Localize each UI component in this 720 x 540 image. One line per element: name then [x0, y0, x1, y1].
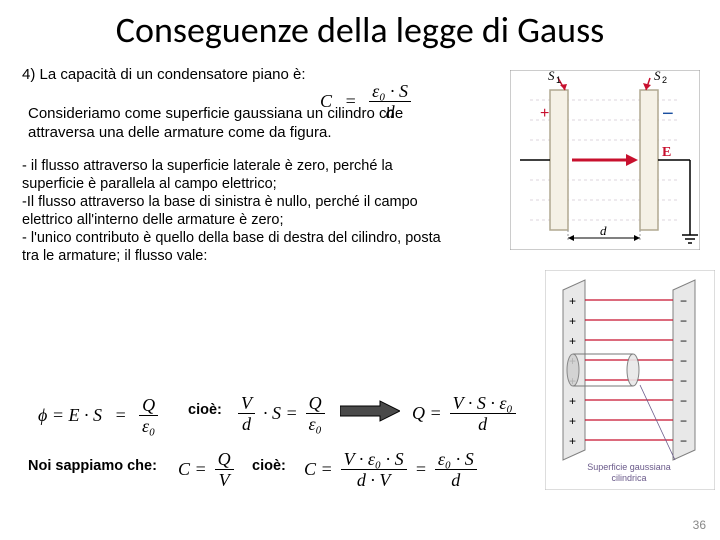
svg-text:2: 2 — [662, 75, 667, 85]
svg-text:−: − — [662, 103, 674, 125]
gaussian-cylinder-diagram: +++ +++ ++ −−− −−− −− Superficie gaussia… — [545, 270, 715, 490]
svg-text:S: S — [654, 70, 661, 83]
arrow-icon — [340, 400, 400, 422]
equation-mid-1: Vd · S = Qε₀ — [238, 394, 325, 433]
svg-text:Superficie gaussiana: Superficie gaussiana — [587, 462, 671, 472]
svg-text:−: − — [680, 414, 687, 428]
bullet-list: - il flusso attraverso la superficie lat… — [22, 157, 442, 266]
svg-text:+: + — [569, 314, 576, 328]
capacitor-diagram: S1 S2 + − E d — [510, 70, 700, 250]
svg-text:d: d — [600, 223, 607, 238]
svg-text:−: − — [680, 314, 687, 328]
cioe-label-1: cioè: — [188, 402, 222, 418]
svg-text:−: − — [680, 354, 687, 368]
svg-text:+: + — [540, 105, 549, 122]
svg-text:S: S — [548, 70, 555, 83]
cioe-label-2: cioè: — [252, 458, 286, 474]
equation-final: C = V · ε₀ · Sd · V = ε₀ · Sd — [304, 450, 477, 489]
page-number: 36 — [693, 518, 706, 532]
equation-c-qv: C = QV — [178, 450, 234, 489]
svg-text:1: 1 — [556, 75, 561, 85]
svg-text:+: + — [569, 414, 576, 428]
svg-text:−: − — [680, 334, 687, 348]
noi-label: Noi sappiamo che: — [28, 458, 157, 474]
svg-text:+: + — [569, 294, 576, 308]
svg-text:E: E — [662, 145, 671, 160]
svg-text:−: − — [680, 374, 687, 388]
slide-title: Conseguenze della legge di Gauss — [0, 0, 720, 52]
svg-text:−: − — [680, 434, 687, 448]
equation-mid-2: Q = V · S · ε₀d — [412, 394, 516, 433]
equation-flux: ϕ = E · S = Qε₀ — [38, 396, 158, 435]
svg-text:−: − — [680, 394, 687, 408]
svg-text:+: + — [569, 394, 576, 408]
equation-capacitance: C = ε₀ · Sd — [320, 82, 411, 121]
svg-text:−: − — [680, 294, 687, 308]
svg-text:+: + — [569, 434, 576, 448]
svg-text:+: + — [569, 334, 576, 348]
svg-text:cilindrica: cilindrica — [611, 473, 646, 483]
